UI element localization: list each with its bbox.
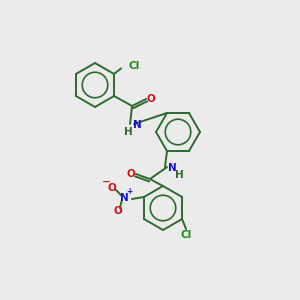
Text: Cl: Cl bbox=[128, 61, 139, 71]
Text: O: O bbox=[147, 94, 155, 104]
Text: O: O bbox=[114, 206, 122, 216]
Text: H: H bbox=[175, 170, 183, 180]
Text: N: N bbox=[133, 120, 141, 130]
Text: Cl: Cl bbox=[180, 230, 192, 240]
Text: O: O bbox=[127, 169, 135, 179]
Text: N: N bbox=[120, 193, 128, 203]
Text: −: − bbox=[102, 177, 110, 187]
Text: +: + bbox=[126, 188, 132, 196]
Text: O: O bbox=[108, 183, 116, 193]
Text: N: N bbox=[168, 163, 176, 173]
Text: H: H bbox=[124, 127, 132, 137]
